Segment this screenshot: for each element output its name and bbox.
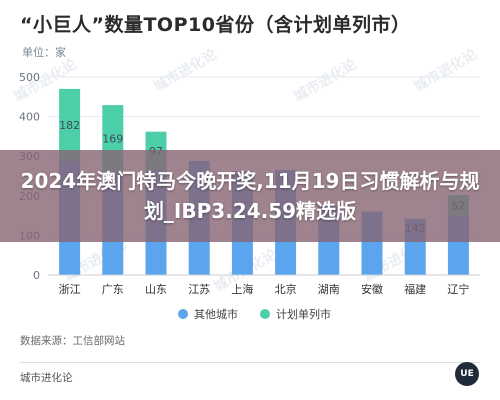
y-tick-label: 400 (19, 111, 40, 124)
legend-swatch-planned-cities (260, 309, 270, 319)
y-tick-label: 0 (33, 269, 40, 282)
x-tick-label: 浙江 (59, 283, 81, 296)
brand-logo-icon: UE (455, 362, 479, 386)
data-label-planned-cities: 182 (59, 119, 80, 132)
x-tick-label: 山东 (145, 283, 167, 296)
legend-item-planned-cities: 计划单列市 (260, 306, 331, 322)
x-tick-label: 辽宁 (447, 282, 469, 296)
y-axis-unit-label: 单位：家 (22, 46, 66, 59)
overlay-banner-text: 2024年澳门特马今晚开奖,11月19日习惯解析与规划_IBP3.24.59精选… (20, 169, 480, 223)
legend-label-other-cities: 其他城市 (194, 308, 238, 321)
overlay-banner: 2024年澳门特马今晚开奖,11月19日习惯解析与规划_IBP3.24.59精选… (0, 150, 500, 242)
bar-planned-cities (59, 88, 81, 161)
legend-label-planned-cities: 计划单列市 (276, 308, 331, 321)
legend-item-other-cities: 其他城市 (178, 306, 238, 322)
x-tick-label: 湖南 (318, 283, 340, 296)
x-tick-label: 安徽 (361, 282, 383, 296)
x-tick-label: 江苏 (188, 283, 210, 296)
legend-swatch-other-cities (178, 309, 188, 319)
data-source-note: 数据来源：工信部网站 (20, 335, 125, 347)
footer-brand: 城市进化论 (20, 372, 73, 384)
x-tick-label: 福建 (404, 282, 426, 296)
footer-divider (20, 362, 480, 363)
x-tick-label: 广东 (102, 283, 124, 296)
chart-title: “小巨人”数量TOP10省份（含计划单列市） (20, 14, 411, 36)
x-tick-label: 上海 (231, 282, 253, 296)
chart-legend: 其他城市 计划单列市 (178, 306, 353, 322)
y-tick-label: 500 (19, 71, 40, 84)
data-label-planned-cities: 169 (102, 133, 123, 146)
x-tick-label: 北京 (275, 282, 297, 296)
